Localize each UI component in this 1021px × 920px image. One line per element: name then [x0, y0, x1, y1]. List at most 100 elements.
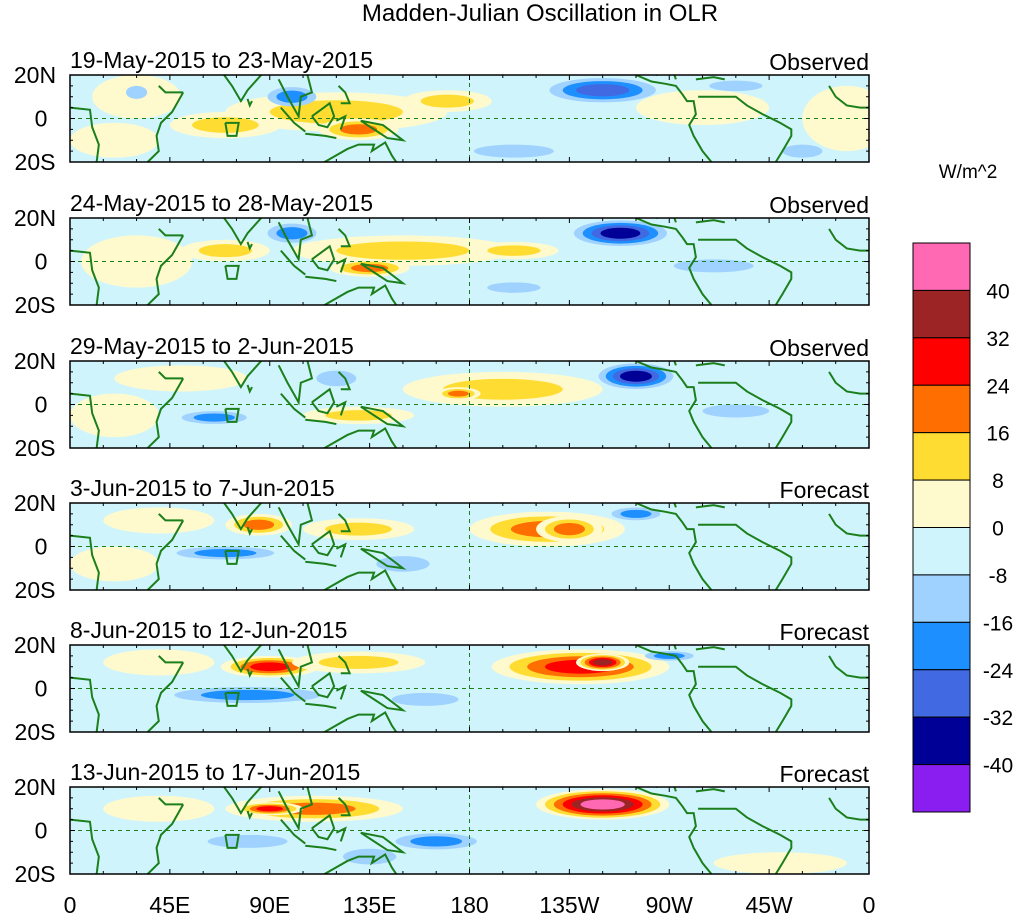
coastline [70, 249, 100, 305]
coastline [635, 645, 713, 732]
coastline [655, 787, 677, 792]
anomaly-contour [487, 282, 541, 293]
coastline [222, 218, 263, 247]
colorbar-swatch [912, 242, 971, 291]
coastline [222, 787, 263, 816]
coastline [277, 503, 314, 548]
coastline [360, 831, 407, 854]
coastline [322, 283, 398, 305]
colorbar-swatch [912, 621, 971, 671]
colorbar-swatch [912, 289, 971, 339]
y-tick-label: 0 [35, 106, 48, 132]
coastline [322, 568, 398, 590]
y-tick-label: 0 [35, 676, 48, 702]
panel-date-range: 29-May-2015 to 2-Jun-2015 [70, 333, 354, 359]
anomaly-contour [250, 662, 290, 672]
x-tick-label: 90W [646, 892, 694, 918]
x-tick-label: 0 [64, 892, 77, 918]
anomaly-contour [103, 795, 215, 822]
anomaly-contour [350, 263, 389, 273]
coastline [360, 405, 407, 428]
coastline [828, 228, 869, 252]
y-tick-label: 20S [15, 292, 56, 318]
coastline [158, 513, 184, 522]
coastline [655, 645, 677, 650]
coastline [70, 534, 100, 590]
colorbar-swatch [912, 716, 971, 766]
panel-date-range: 19-May-2015 to 23-May-2015 [70, 47, 373, 73]
coastline [70, 392, 100, 448]
anomaly-contour [713, 852, 847, 874]
coastline [337, 513, 352, 533]
coastline [277, 787, 314, 832]
y-tick-label: 20S [15, 577, 56, 603]
anomaly-contour [325, 522, 392, 536]
y-tick-label: 0 [35, 392, 48, 418]
colorbar-swatch [912, 337, 971, 386]
anomaly-contour [316, 370, 357, 387]
colorbar-swatch [912, 764, 971, 813]
coastline [335, 257, 347, 273]
coastline [224, 833, 240, 849]
coastline [280, 534, 306, 561]
coastline [337, 228, 352, 248]
map-panel: 19-May-2015 to 23-May-2015 Observed 20N 0 20… [14, 47, 870, 175]
coastline [335, 542, 347, 558]
coastline [277, 218, 314, 263]
anomaly-contour [619, 370, 652, 382]
coastline [224, 264, 240, 280]
anomaly-contour [635, 90, 770, 126]
coastline [146, 234, 185, 305]
coastline [277, 645, 314, 690]
coastline [828, 371, 869, 395]
coastline [280, 392, 306, 419]
anomaly-contour [70, 546, 159, 582]
y-tick-label: 20N [14, 205, 56, 231]
coastline [311, 387, 336, 415]
coastline [311, 101, 336, 129]
coastline [158, 85, 184, 94]
coastline [222, 645, 263, 674]
map-panel: 24-May-2015 to 28-May-2015 Observed 20N 0 20… [14, 190, 870, 318]
y-tick-label: 0 [35, 534, 48, 560]
coastline [158, 371, 184, 380]
coastline [322, 426, 398, 448]
panel-kind-label: Forecast [780, 619, 870, 645]
anomaly-contour [593, 659, 613, 666]
coastline [335, 114, 347, 130]
coastline [695, 504, 725, 509]
colorbar-label: 16 [986, 423, 1009, 446]
coastline [246, 384, 253, 395]
coastline [695, 646, 725, 651]
anomaly-contour [103, 649, 215, 676]
colorbar-swatch [912, 669, 971, 718]
coastline [635, 361, 713, 448]
coastline [322, 710, 398, 732]
coastline [305, 844, 337, 852]
coastline [698, 807, 793, 874]
anomaly-contour [580, 799, 625, 810]
coastline [311, 529, 336, 557]
y-tick-label: 20S [15, 861, 56, 887]
coastline [246, 668, 253, 679]
coastline [635, 503, 713, 590]
y-tick-label: 20S [15, 719, 56, 745]
map-panel: 8-Jun-2015 to 12-Jun-2015 Forecast 20N 0 20S [14, 617, 870, 745]
colorbar-label: -8 [989, 565, 1008, 588]
coastline [305, 702, 337, 710]
coastline [337, 85, 352, 105]
coastline [635, 787, 713, 874]
colorbar-swatch [912, 432, 971, 481]
coastline [305, 132, 337, 140]
colorbar-swatch [912, 479, 971, 529]
anomaly-contour [200, 689, 295, 701]
map-panel: 3-Jun-2015 to 7-Jun-2015 Forecast 20N 0 20S [14, 475, 870, 603]
anomaly-contour [802, 85, 869, 152]
coastline [224, 121, 240, 137]
colorbar-label: 0 [992, 518, 1004, 541]
coastline [222, 503, 263, 532]
coastline [695, 219, 725, 224]
y-tick-label: 20N [14, 62, 56, 88]
